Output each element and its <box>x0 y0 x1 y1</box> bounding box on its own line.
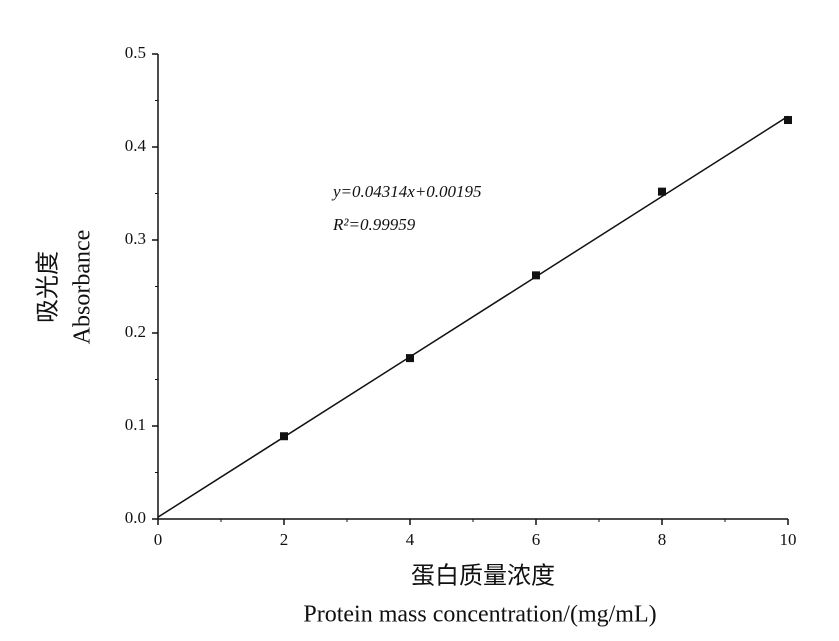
x-tick-label: 10 <box>780 530 797 549</box>
y-label-en: Absorbance <box>70 230 96 345</box>
x-tick-label: 6 <box>532 530 541 549</box>
point <box>658 187 666 196</box>
y-tick-label: 0.3 <box>125 229 146 248</box>
y-label-cn: 吸光度 <box>35 251 62 323</box>
equation: y=0.04314x+0.00195 <box>331 182 482 201</box>
x-tick-label: 8 <box>658 530 667 549</box>
point <box>784 116 792 125</box>
y-tick-label: 0.4 <box>125 136 147 155</box>
y-tick-label: 0.0 <box>125 508 146 527</box>
x-label-cn: 蛋白质量浓度 <box>411 563 555 590</box>
y-tick-label: 0.1 <box>125 415 146 434</box>
point <box>406 354 414 363</box>
y-tick-label: 0.5 <box>125 43 146 62</box>
x-tick-label: 2 <box>280 530 289 549</box>
y-tick-label: 0.2 <box>125 322 146 341</box>
fit-line <box>157 115 789 518</box>
point <box>280 432 288 441</box>
point <box>532 271 540 280</box>
r-squared: R²=0.99959 <box>332 215 416 234</box>
x-tick-label: 4 <box>406 530 415 549</box>
x-tick-label: 0 <box>154 530 163 549</box>
y-label: 吸光度 Absorbance <box>35 230 96 345</box>
x-label-en: Protein mass concentration/(mg/mL) <box>303 602 656 628</box>
